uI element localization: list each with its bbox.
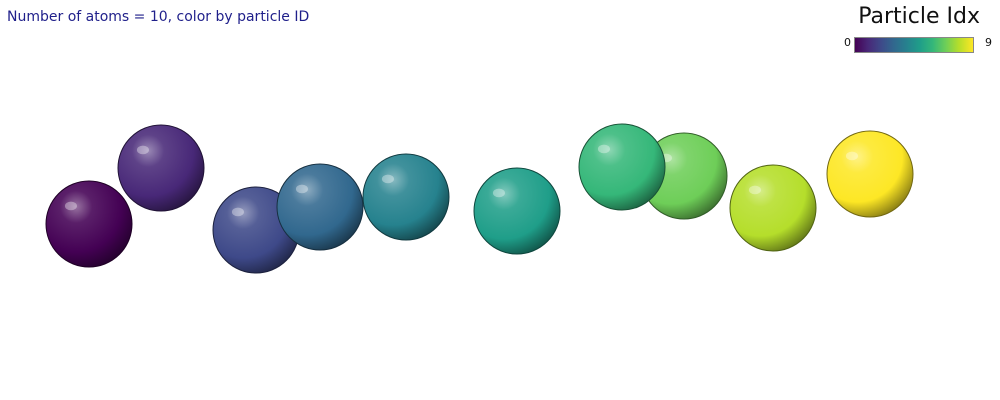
colorbar-legend: Particle Idx 0 9: [842, 4, 992, 54]
particle-6: [578, 123, 666, 211]
legend-title: Particle Idx: [858, 4, 980, 29]
particle-highlight: [381, 174, 394, 184]
particle-highlight: [231, 207, 244, 217]
caption: Number of atoms = 10, color by particle …: [7, 9, 310, 25]
particle-highlight: [136, 145, 149, 155]
particle-highlight: [748, 185, 761, 195]
legend-max-label: 9: [985, 36, 992, 49]
colorbar-gradient: [854, 37, 974, 53]
particle-highlight: [597, 144, 610, 154]
legend-min-label: 0: [844, 36, 851, 49]
particle-highlight: [295, 184, 308, 194]
particle-3: [276, 163, 364, 251]
particle-1: [117, 124, 205, 212]
particle-4: [362, 153, 450, 241]
particle-9: [826, 130, 914, 218]
particle-8: [729, 164, 817, 252]
particle-5: [473, 167, 561, 255]
particle-highlight: [64, 201, 77, 211]
particle-highlight: [845, 151, 858, 161]
particle-highlight: [492, 188, 505, 198]
particle-0: [45, 180, 133, 268]
